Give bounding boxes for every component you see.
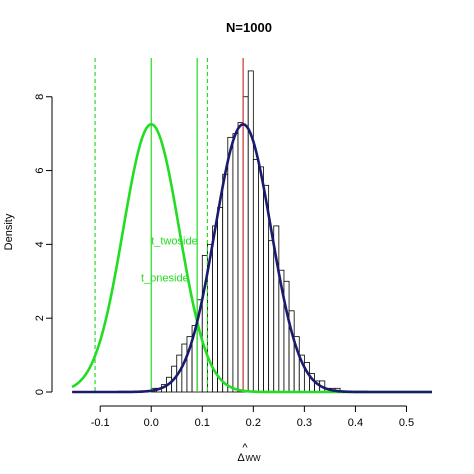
y-tick-label: 0: [34, 389, 46, 395]
x-axis-label-subscript: WW: [245, 454, 261, 463]
x-tick-label: 0.5: [399, 417, 414, 429]
histogram-bar: [242, 96, 249, 393]
x-tick-label: 0.4: [348, 417, 363, 429]
histogram-bar: [247, 70, 254, 393]
x-tick-label: -0.1: [91, 417, 110, 429]
histogram-bar: [237, 122, 244, 393]
x-axis-label: ^ Δ WW: [237, 442, 261, 464]
x-tick-label: 0.1: [195, 417, 210, 429]
x-tick-label: 0.3: [297, 417, 312, 429]
histogram-bar: [217, 207, 224, 393]
y-tick-label: 8: [34, 94, 46, 100]
density-curve: [72, 123, 432, 394]
x-tick-label: 0.2: [246, 417, 261, 429]
x-axis-label-hat: ^: [242, 442, 248, 454]
y-tick-label: 4: [34, 241, 46, 247]
y-tick-label: 2: [34, 315, 46, 321]
x-axis-label-main: Δ: [237, 452, 245, 464]
x-tick-label: 0.0: [144, 417, 159, 429]
density-curves: [71, 122, 432, 394]
y-tick-label: 6: [34, 168, 46, 174]
vertical-lines: [94, 58, 244, 392]
histogram-bar: [252, 159, 259, 393]
histogram-bar: [222, 173, 229, 393]
y-axis: 0 2 4 6 8: [34, 94, 53, 395]
histogram-bar: [258, 166, 264, 393]
histogram-bar: [227, 136, 234, 393]
annotations: t_twoside t_oneside: [141, 235, 198, 284]
chart-title: N=1000: [226, 20, 272, 35]
histogram-bar: [268, 240, 275, 393]
y-axis-label: Density: [3, 213, 15, 250]
x-axis: -0.1 0.0 0.1 0.2 0.3 0.4 0.5: [91, 405, 414, 429]
annotation-label: t_twoside: [151, 235, 197, 247]
annotation-label: t_oneside: [141, 272, 189, 284]
histogram-bar: [232, 133, 239, 393]
